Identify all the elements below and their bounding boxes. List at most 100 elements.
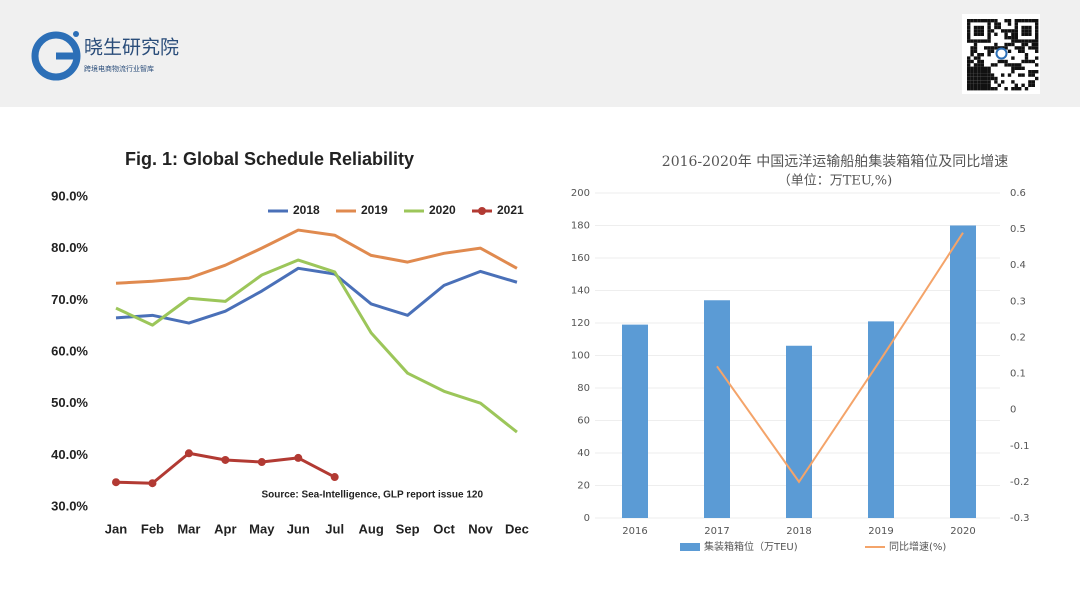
qr-cell bbox=[1014, 66, 1018, 70]
qr-cell bbox=[987, 29, 991, 33]
qr-cell bbox=[1007, 29, 1012, 33]
qr-cell bbox=[967, 25, 971, 30]
x-tick-label: Jul bbox=[325, 521, 344, 536]
y-tick-label: 180 bbox=[571, 221, 590, 232]
qr-cell bbox=[1028, 73, 1032, 77]
qr-cell bbox=[1028, 39, 1032, 43]
qr-cell bbox=[967, 83, 971, 87]
qr-cell bbox=[977, 53, 981, 57]
qr-cell bbox=[1004, 32, 1008, 36]
y2-tick-label: 0.3 bbox=[1010, 296, 1026, 307]
logo-ring bbox=[31, 31, 81, 81]
x-tick-label: Feb bbox=[141, 521, 164, 536]
y-tick-label: 80.0% bbox=[51, 240, 88, 255]
qr-cell bbox=[977, 25, 981, 30]
qr-cell bbox=[997, 25, 1001, 30]
qr-cell bbox=[1035, 49, 1039, 53]
qr-cell bbox=[997, 46, 1001, 50]
y-tick-label: 60.0% bbox=[51, 343, 88, 358]
y-tick-label: 60 bbox=[577, 416, 590, 427]
qr-cell bbox=[977, 73, 981, 77]
qr-cell bbox=[997, 22, 1001, 26]
qr-cell bbox=[980, 80, 984, 84]
x-tick-label: Apr bbox=[214, 521, 236, 536]
qr-cell bbox=[967, 73, 971, 77]
qr-cell bbox=[1035, 63, 1039, 67]
qr-cell bbox=[967, 39, 971, 43]
qr-cell bbox=[973, 70, 978, 74]
tagline: 跨境电商物流行业智库 bbox=[84, 64, 154, 73]
qr-cell bbox=[990, 87, 995, 91]
y2-tick-label: -0.1 bbox=[1010, 441, 1030, 452]
qr-cell bbox=[967, 63, 971, 67]
qr-cell bbox=[970, 83, 974, 87]
qr-cell bbox=[973, 63, 978, 67]
qr-cell bbox=[997, 59, 1001, 64]
qr-cell bbox=[994, 87, 998, 91]
qr-cell bbox=[980, 83, 984, 87]
y2-tick-label: 0.1 bbox=[1010, 369, 1026, 380]
qr-cell bbox=[970, 73, 974, 77]
y2-tick-label: -0.3 bbox=[1010, 513, 1030, 524]
qr-cell bbox=[970, 66, 974, 70]
qr-cell bbox=[970, 59, 974, 64]
x-tick-label: Dec bbox=[505, 521, 529, 536]
qr-cell bbox=[1014, 87, 1018, 91]
qr-cell bbox=[1011, 42, 1015, 47]
qr-cell bbox=[1024, 25, 1029, 30]
qr-cell bbox=[1004, 36, 1008, 40]
qr-cell bbox=[980, 19, 984, 23]
qr-cell bbox=[1018, 73, 1022, 77]
qr-cell bbox=[970, 49, 974, 53]
qr-cell bbox=[1001, 29, 1005, 33]
qr-cell bbox=[984, 70, 988, 74]
legend-label: 2018 bbox=[293, 203, 320, 217]
marker bbox=[257, 458, 266, 467]
qr-cell bbox=[977, 63, 981, 67]
qr-cell bbox=[1035, 36, 1039, 40]
qr-cell bbox=[987, 32, 991, 36]
qr-cell bbox=[1014, 39, 1018, 43]
qr-cell bbox=[1011, 80, 1015, 84]
legend-label: 2020 bbox=[429, 203, 456, 217]
qr-cell bbox=[1014, 29, 1018, 33]
x-tick-label: Mar bbox=[177, 521, 200, 536]
qr-cell bbox=[1035, 42, 1039, 47]
legend-label: 集装箱箱位（万TEU) bbox=[704, 540, 798, 553]
qr-cell bbox=[997, 83, 1001, 87]
qr-cell bbox=[1035, 56, 1039, 60]
qr-cell bbox=[1007, 73, 1012, 77]
qr-cell bbox=[994, 19, 998, 23]
qr-cell bbox=[987, 49, 991, 53]
qr-cell bbox=[970, 19, 974, 23]
y2-tick-label: 0.2 bbox=[1010, 332, 1026, 343]
qr-cell bbox=[973, 25, 978, 30]
qr-cell bbox=[1018, 39, 1022, 43]
qr-cell bbox=[987, 70, 991, 74]
qr-cell bbox=[973, 76, 978, 81]
qr-cell bbox=[1001, 73, 1005, 77]
chart-title: Fig. 1: Global Schedule Reliability bbox=[125, 149, 414, 169]
qr-cell bbox=[980, 76, 984, 81]
qr-cell bbox=[984, 76, 988, 81]
qr-cell bbox=[984, 87, 988, 91]
qr-cell bbox=[994, 76, 998, 81]
qr-cell bbox=[967, 87, 971, 91]
qr-cell bbox=[1024, 19, 1029, 23]
qr-cell bbox=[973, 39, 978, 43]
qr-cell bbox=[1028, 70, 1032, 74]
qr-cell bbox=[1021, 29, 1025, 33]
qr-cell bbox=[994, 63, 998, 67]
qr-cell bbox=[1004, 29, 1008, 33]
qr-cell bbox=[973, 66, 978, 70]
qr-cell bbox=[1014, 46, 1018, 50]
y-tick-label: 20 bbox=[577, 481, 590, 492]
qr-cell bbox=[1024, 53, 1029, 57]
line bbox=[115, 258, 518, 434]
chart-title: 2016-2020年 中国远洋运输船舶集装箱箱位及同比增速 bbox=[662, 153, 1008, 170]
qr-cell bbox=[973, 42, 978, 47]
qr-cell bbox=[977, 32, 981, 36]
qr-cell bbox=[990, 73, 995, 77]
qr-cell bbox=[1021, 46, 1025, 50]
